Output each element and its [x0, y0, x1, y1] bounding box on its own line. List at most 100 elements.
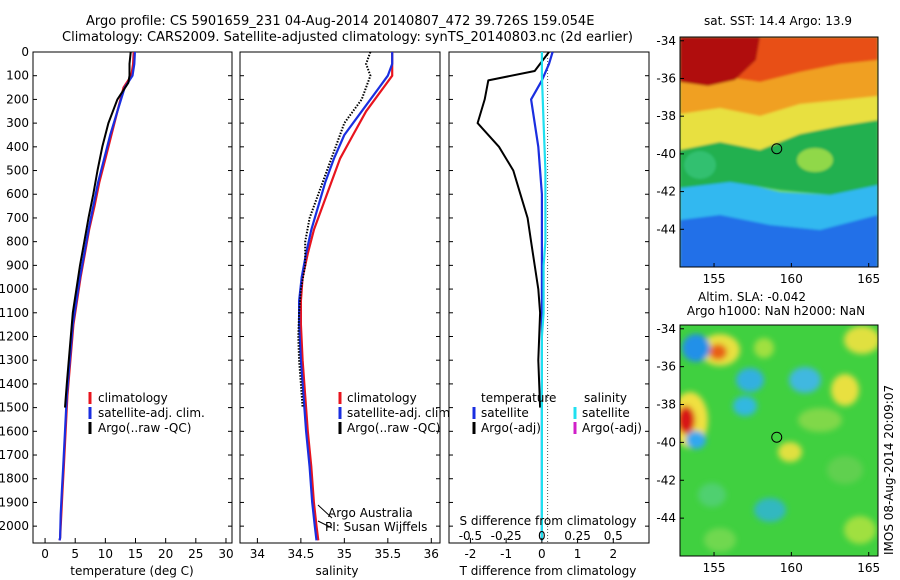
temperature-xtick-label: 20 [158, 547, 173, 561]
sst-band-cyan [680, 180, 878, 230]
sla-map-panel: Altim. SLA: -0.042 Argo h1000: NaN h2000… [656, 290, 896, 575]
legend-label-satellite: satellite [481, 406, 529, 420]
sla-blob [798, 408, 842, 432]
salinity-panel: 34 34.5 35 35.5 36 salinity climatology sate… [239, 51, 454, 578]
temperature-ytick-label: 1700 [0, 448, 29, 462]
temperature-ytick-label: 1000 [0, 282, 29, 296]
sla-blob [682, 334, 710, 362]
sla-blob [680, 406, 695, 434]
difference-top-tick-label: 0.25 [564, 529, 591, 543]
sla-blob [789, 367, 821, 393]
sla-map-ticks: 155 160 165 -34 -36 -38 -40 -42 -44 [656, 322, 880, 575]
sst-ytick-label: -40 [656, 147, 676, 161]
sla-map-frame [679, 324, 879, 557]
difference-top-tick-label: 0.5 [604, 529, 623, 543]
temperature-ytick-label: 600 [6, 187, 29, 201]
sst-patch-warm [797, 148, 833, 172]
temperature-ytick-label: 700 [6, 211, 29, 225]
difference-xtick-label: -1 [500, 547, 512, 561]
sla-argo-marker [771, 431, 783, 443]
temperature-xtick-label: 15 [128, 547, 143, 561]
temperature-xtick-label: 0 [41, 547, 49, 561]
temperature-series-line-2 [64, 51, 132, 408]
sla-blob [778, 442, 802, 462]
temperature-ytick-label: 1300 [0, 353, 29, 367]
salinity-ticks: 34 34.5 35 35.5 36 [240, 51, 440, 561]
difference-top-tick-label: -0.25 [491, 529, 522, 543]
salinity-lines [297, 51, 394, 541]
sla-ytick-label: -36 [656, 360, 676, 374]
salinity-axes-box [239, 51, 441, 544]
difference-top-tick-label: 0 [538, 529, 546, 543]
sla-ytick-label: -40 [656, 435, 676, 449]
temperature-xtick-label: 10 [98, 547, 113, 561]
annotation-leader [317, 520, 333, 529]
sst-ytick-label: -38 [656, 109, 676, 123]
temperature-ytick-label: 900 [6, 258, 29, 272]
sla-ytick-label: -38 [656, 398, 676, 412]
sst-band-deep-red [680, 37, 760, 86]
sla-blob [733, 396, 757, 416]
difference-xtick-label: 0 [538, 547, 546, 561]
temperature-legend: climatology satellite-adj. clim. Argo(..… [88, 391, 205, 435]
temperature-ytick-label: 100 [6, 69, 29, 83]
difference-lines [476, 51, 554, 541]
temperature-panel: 0 5 10 15 20 25 300100200300400500600700800900… [0, 45, 234, 578]
temperature-xtick-label: 30 [218, 547, 233, 561]
temperature-ytick-label: 1500 [0, 401, 29, 415]
difference-panel: -2 -1 0 1 2 -0.5 -0.25 0 0.25 0.5 S difference fr… [448, 51, 650, 578]
difference-xtick-label: 1 [574, 547, 582, 561]
temperature-ticks: 0 5 10 15 20 25 300100200300400500600700800900… [0, 45, 234, 561]
temperature-ytick-label: 1900 [0, 495, 29, 509]
legend-title-temperature: temperature [481, 391, 556, 405]
legend-label-satellite-salinity: satellite [582, 406, 630, 420]
sla-ytick-label: -42 [656, 473, 676, 487]
sst-map-frame [679, 36, 879, 268]
difference-top-label: S difference from climatology [460, 514, 637, 528]
difference-top-tick-label: -0.5 [459, 529, 482, 543]
sst-heatmap [680, 37, 878, 267]
salinity-legend: climatology satellite-adj. clim. Argo(..… [338, 391, 454, 435]
sst-argo-marker [771, 143, 783, 155]
annotation-leader [317, 504, 333, 519]
legend-label-satellite: satellite-adj. clim. [347, 406, 454, 420]
legend-title-salinity: salinity [584, 391, 627, 405]
sla-xtick-label: 165 [857, 561, 880, 575]
temperature-xlabel: temperature (deg C) [70, 564, 193, 578]
sla-blob [831, 374, 859, 406]
salinity-xtick-label: 34.5 [288, 547, 315, 561]
sla-blob [698, 483, 726, 507]
header-line-1: Argo profile: CS 5901659_231 04-Aug-2014… [86, 14, 594, 29]
imos-timestamp: IMOS 08-Aug-2014 20:09:07 [882, 385, 896, 555]
sst-band-green [680, 115, 878, 195]
temperature-ytick-label: 1100 [0, 306, 29, 320]
temperature-xtick-label: 5 [71, 547, 79, 561]
sla-blob [704, 528, 736, 552]
legend-label-argo-adj-salinity: Argo(-adj) [582, 421, 642, 435]
sla-blob [709, 344, 727, 360]
sst-xtick-label: 165 [857, 272, 880, 286]
difference-ticks: -2 -1 0 1 2 -0.5 -0.25 0 0.25 0.5 [449, 51, 649, 561]
sst-patch-green [684, 151, 716, 179]
salinity-series-line-0 [299, 52, 394, 541]
salinity-xlabel: salinity [315, 564, 358, 578]
temperature-ytick-label: 1800 [0, 472, 29, 486]
salinity-xtick-label: 34 [250, 547, 265, 561]
salinity-xtick-label: 36 [424, 547, 439, 561]
legend-label-climatology: climatology [347, 391, 417, 405]
sla-blob [686, 431, 706, 449]
sst-ytick-label: -34 [656, 34, 676, 48]
temperature-ytick-label: 2000 [0, 519, 29, 533]
annotation-line-1: Argo Australia [328, 506, 413, 520]
sla-map-title-1: Altim. SLA: -0.042 [698, 290, 806, 304]
sst-map-ticks: 155 160 165 -34 -36 -38 -40 -42 -44 [656, 34, 880, 286]
legend-label-argo: Argo(..raw -QC) [347, 421, 440, 435]
temperature-axes-box [32, 51, 233, 544]
sla-ytick-label: -44 [656, 511, 676, 525]
annotation-line-2: PI: Susan Wijffels [325, 520, 427, 534]
difference-xlabel: T difference from climatology [459, 564, 637, 578]
salinity-series-line-2 [297, 51, 372, 408]
temperature-ytick-label: 0 [21, 45, 29, 59]
sla-xtick-label: 160 [780, 561, 803, 575]
